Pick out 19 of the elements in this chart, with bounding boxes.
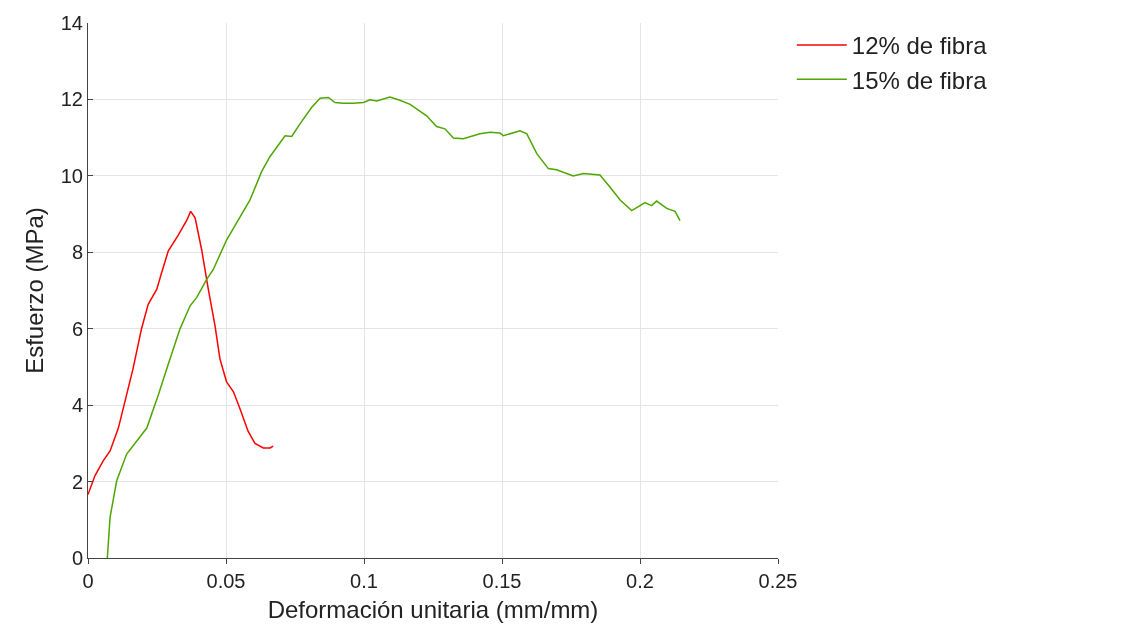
legend-label: 12% de fibra [851, 32, 988, 60]
y-tick-label: 12 [60, 88, 83, 111]
y-tick-label: 8 [71, 241, 83, 264]
line-series [106, 96, 681, 558]
y-tick-label: 14 [60, 12, 83, 34]
x-tick-label: 0.2 [626, 570, 654, 592]
x-tick-label: 0.25 [758, 570, 798, 592]
x-axis-title: Deformación unitaria (mm/mm) [267, 596, 599, 624]
y-tick-label: 2 [71, 470, 83, 493]
y-tick-label: 4 [71, 394, 83, 417]
legend-label: 15% de fibra [851, 66, 988, 94]
y-tick-label: 6 [71, 317, 83, 340]
x-tick-label: 0.1 [350, 570, 378, 592]
x-tick-label: 0.05 [206, 570, 246, 592]
x-tick-label: 0.15 [482, 570, 522, 592]
line-series [88, 210, 274, 496]
y-tick-label: 0 [71, 547, 83, 569]
y-axis-title: Esfuerzo (MPa) [20, 207, 48, 374]
y-tick-label: 10 [60, 164, 83, 187]
